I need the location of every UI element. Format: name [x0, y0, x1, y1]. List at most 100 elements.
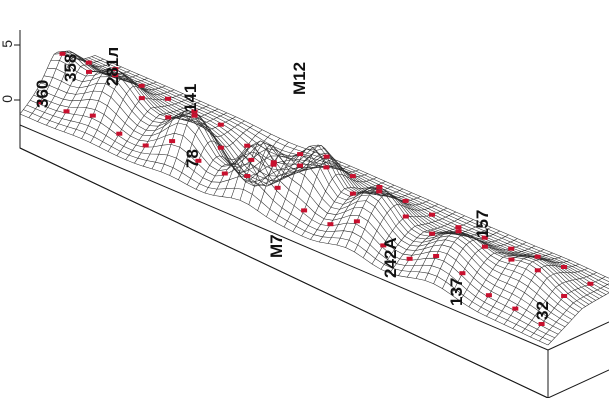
mesh-line-cross: [90, 74, 166, 143]
mesh-line-cross: [142, 108, 219, 167]
label-157: 157: [473, 210, 492, 238]
base-block: [19, 124, 609, 398]
box-top-left-edge: [19, 125, 549, 398]
mesh-line-cross: [362, 203, 439, 258]
mesh-line-cross: [539, 283, 609, 342]
well-labels: 360 358 281л 141 M12 78 M7 242A 157 137 …: [33, 47, 552, 320]
mesh-line-cross: [178, 124, 254, 180]
well-marker: [512, 306, 519, 311]
well-marker: [429, 231, 436, 236]
well-marker: [349, 174, 356, 179]
well-marker: [406, 256, 413, 261]
well-marker: [534, 268, 541, 273]
well-marker: [221, 171, 228, 176]
label-m12: M12: [290, 62, 309, 95]
mesh-line-cross: [239, 140, 316, 201]
well-marker: [402, 198, 409, 203]
well-marker: [85, 60, 92, 65]
wireframe-mesh: [19, 50, 609, 346]
well-marker: [116, 131, 123, 136]
label-242a: 242A: [381, 237, 400, 278]
mesh-line-cross: [116, 97, 192, 156]
box-right-bottom-edge: [547, 369, 609, 398]
well-marker: [485, 293, 492, 298]
well-marker: [402, 214, 409, 219]
well-marker: [297, 152, 304, 157]
well-marker: [376, 185, 383, 189]
well-marker: [534, 254, 541, 259]
box-front-top-edge: [19, 124, 549, 351]
mesh-line-cross: [301, 173, 377, 237]
mesh-line-long: [57, 50, 586, 307]
mesh-line-cross: [459, 245, 536, 302]
label-78: 78: [183, 149, 202, 168]
mesh-line-cross: [310, 181, 386, 240]
well-marker: [587, 281, 594, 286]
mesh-line-cross: [63, 71, 140, 133]
mesh-line-cross: [222, 145, 298, 197]
mesh-line-long: [60, 50, 590, 305]
well-marker: [248, 157, 255, 162]
mesh-line-cross: [151, 112, 228, 170]
well-marker: [138, 83, 145, 88]
mesh-line-long: [43, 75, 573, 320]
well-marker: [169, 139, 176, 144]
well-marker: [327, 222, 334, 227]
well-marker: [349, 191, 356, 196]
label-281l: 281л: [103, 47, 122, 86]
well-marker: [481, 235, 488, 240]
well-marker: [270, 162, 277, 167]
mesh-line-cross: [442, 238, 518, 289]
well-marker: [89, 113, 96, 118]
label-m7: M7: [267, 234, 286, 258]
well-marker: [142, 143, 149, 148]
mesh-line-long: [54, 53, 583, 309]
well-marker: [270, 160, 277, 165]
well-marker: [323, 165, 330, 170]
mesh-line-cross: [169, 113, 245, 176]
mesh-line-cross: [72, 68, 148, 136]
mesh-line-cross: [19, 51, 96, 115]
z-axis: 5 0: [0, 30, 21, 125]
well-marker: [59, 51, 66, 56]
well-marker: [112, 67, 119, 72]
well-marker: [217, 145, 224, 150]
well-marker: [433, 254, 440, 258]
box-right-top-edge: [547, 321, 609, 351]
mesh-line-cross: [37, 55, 113, 122]
well-marker: [455, 225, 462, 230]
mesh-line-cross: [389, 215, 465, 274]
well-marker: [459, 271, 466, 276]
well-marker: [86, 69, 92, 74]
mesh-line-cross: [547, 292, 609, 346]
mesh-line-cross: [486, 256, 562, 317]
well-marker: [191, 109, 198, 114]
well-marker: [274, 185, 281, 190]
mesh-line-cross: [204, 138, 280, 194]
well-marker: [380, 243, 387, 248]
well-marker: [195, 158, 202, 163]
mesh-line-cross: [283, 144, 360, 228]
mesh-line-cross: [433, 233, 509, 284]
well-marker: [217, 122, 224, 127]
mesh-line-long: [36, 89, 566, 328]
mesh-line-cross: [354, 192, 430, 253]
mesh-line-cross: [521, 272, 597, 333]
well-marker: [508, 257, 515, 262]
well-marker: [165, 115, 172, 120]
mesh-line-cross: [468, 249, 544, 307]
label-360: 360: [33, 80, 52, 108]
well-marker: [376, 189, 383, 194]
label-32: 32: [533, 301, 552, 320]
well-marker: [561, 265, 567, 269]
mesh-line-long: [91, 56, 609, 283]
well-marker: [481, 244, 488, 249]
mesh-line-cross: [98, 85, 175, 148]
label-141: 141: [181, 84, 200, 112]
well-marker: [297, 163, 303, 168]
mesh-line-cross: [248, 145, 324, 205]
mesh-line-long: [19, 113, 549, 346]
well-marker: [323, 154, 330, 159]
box-front-bottom-edge: [19, 147, 549, 398]
